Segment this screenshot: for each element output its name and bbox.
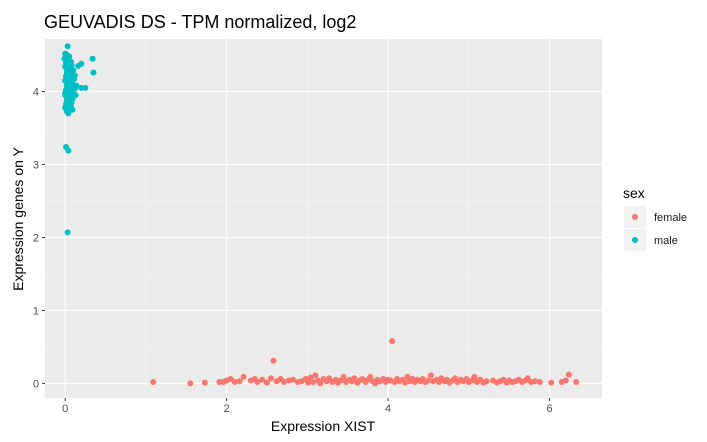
y-tick-label: 1 (33, 305, 39, 317)
female-point (548, 379, 555, 386)
female-point (340, 373, 347, 380)
female-point (280, 378, 287, 385)
female-point (402, 379, 409, 386)
male-point (63, 72, 70, 79)
male-point (78, 60, 85, 67)
female-point (231, 378, 238, 385)
y-axis-ticks: 0 1 2 3 4 (33, 87, 45, 390)
x-tick-label: 4 (385, 403, 391, 415)
female-point (562, 377, 569, 384)
legend-female-marker (632, 214, 638, 220)
x-tick-label: 0 (62, 403, 68, 415)
female-point (289, 376, 296, 383)
male-point (66, 77, 73, 84)
female-point (367, 373, 374, 380)
male-point (69, 106, 76, 113)
legend-male-label: male (654, 235, 678, 247)
female-point (471, 373, 478, 380)
x-axis-title: Expression XIST (271, 418, 376, 434)
female-point (307, 374, 314, 381)
male-point (65, 110, 72, 117)
female-point (305, 379, 312, 386)
male-point (73, 82, 80, 89)
female-point (536, 378, 543, 385)
male-point (64, 43, 71, 50)
female-point (240, 373, 247, 380)
female-point (201, 379, 208, 386)
female-point (268, 375, 275, 382)
y-tick-label: 2 (33, 232, 39, 244)
male-point (64, 229, 71, 236)
y-tick-label: 4 (33, 87, 39, 99)
male-point (65, 147, 72, 154)
female-point (427, 372, 434, 379)
legend: sex female male (623, 185, 687, 251)
female-point (259, 376, 266, 383)
x-tick-label: 6 (546, 403, 552, 415)
female-point (404, 373, 411, 380)
female-point (573, 378, 580, 385)
y-axis-title: Expression genes on Y (10, 146, 26, 290)
female-point (483, 378, 490, 385)
female-point (317, 380, 324, 387)
data-points (61, 43, 580, 387)
chart-title: GEUVADIS DS - TPM normalized, log2 (44, 12, 356, 32)
female-point (187, 380, 194, 387)
minor-gridlines (45, 39, 602, 398)
male-point (72, 92, 79, 99)
female-point (389, 338, 396, 345)
plot-panel (45, 39, 602, 398)
female-point (150, 378, 157, 385)
female-point (531, 378, 538, 385)
y-tick-label: 0 (33, 378, 39, 390)
male-point (90, 69, 97, 76)
female-point (310, 378, 317, 385)
female-point (236, 378, 243, 385)
female-point (425, 377, 432, 384)
female-point (270, 357, 277, 364)
legend-title: sex (623, 185, 645, 201)
x-axis-ticks: 0 2 4 6 (62, 398, 553, 415)
male-point (71, 72, 78, 79)
female-point (254, 378, 261, 385)
female-point (312, 372, 319, 379)
legend-male-marker (632, 237, 638, 243)
x-tick-label: 2 (224, 403, 230, 415)
male-point (89, 55, 96, 62)
major-gridlines (45, 39, 602, 398)
female-point (351, 375, 358, 382)
female-point (263, 379, 270, 386)
legend-female-label: female (654, 212, 687, 224)
male-point (62, 89, 69, 96)
y-tick-label: 3 (33, 160, 39, 172)
female-point (565, 371, 572, 378)
male-point (82, 84, 89, 91)
